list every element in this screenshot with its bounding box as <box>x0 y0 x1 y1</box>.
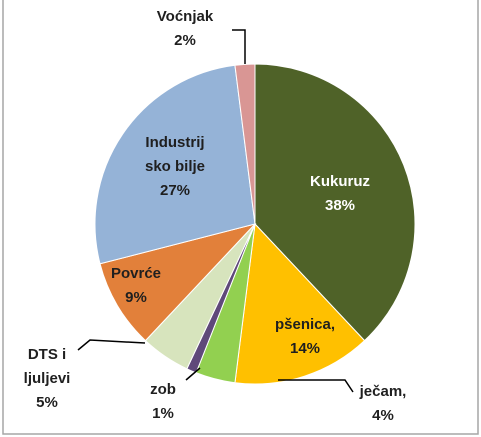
slice-label: Povrće <box>111 265 161 282</box>
pie-slice <box>234 222 366 385</box>
value-label: 5% <box>36 394 58 411</box>
value-label: 9% <box>125 289 147 306</box>
value-label: 2% <box>174 32 196 49</box>
slice-label: Voćnjak <box>157 8 214 25</box>
leader-line <box>77 339 146 351</box>
pie-slice <box>234 63 256 225</box>
slice-label: Industrij <box>145 134 204 151</box>
slice-label: pšenica, <box>275 316 335 333</box>
slice-label: DTS i <box>28 346 66 363</box>
value-label: 38% <box>325 197 355 214</box>
pie-slice <box>99 223 257 342</box>
value-label: 4% <box>372 407 394 424</box>
value-label: 14% <box>290 340 320 357</box>
pie-slice <box>254 63 416 342</box>
slice-label: ljuljevi <box>24 370 71 387</box>
slice-label: Kukuruz <box>310 173 370 190</box>
value-label: 1% <box>152 405 174 422</box>
leader-line <box>232 29 246 64</box>
leader-line <box>185 367 201 381</box>
value-label: 27% <box>160 182 190 199</box>
slice-label: zob <box>150 381 176 398</box>
pie-slice <box>94 64 256 265</box>
leader-line <box>278 379 354 393</box>
slice-label: sko bilje <box>145 158 205 175</box>
slice-label: ječam, <box>359 383 407 400</box>
